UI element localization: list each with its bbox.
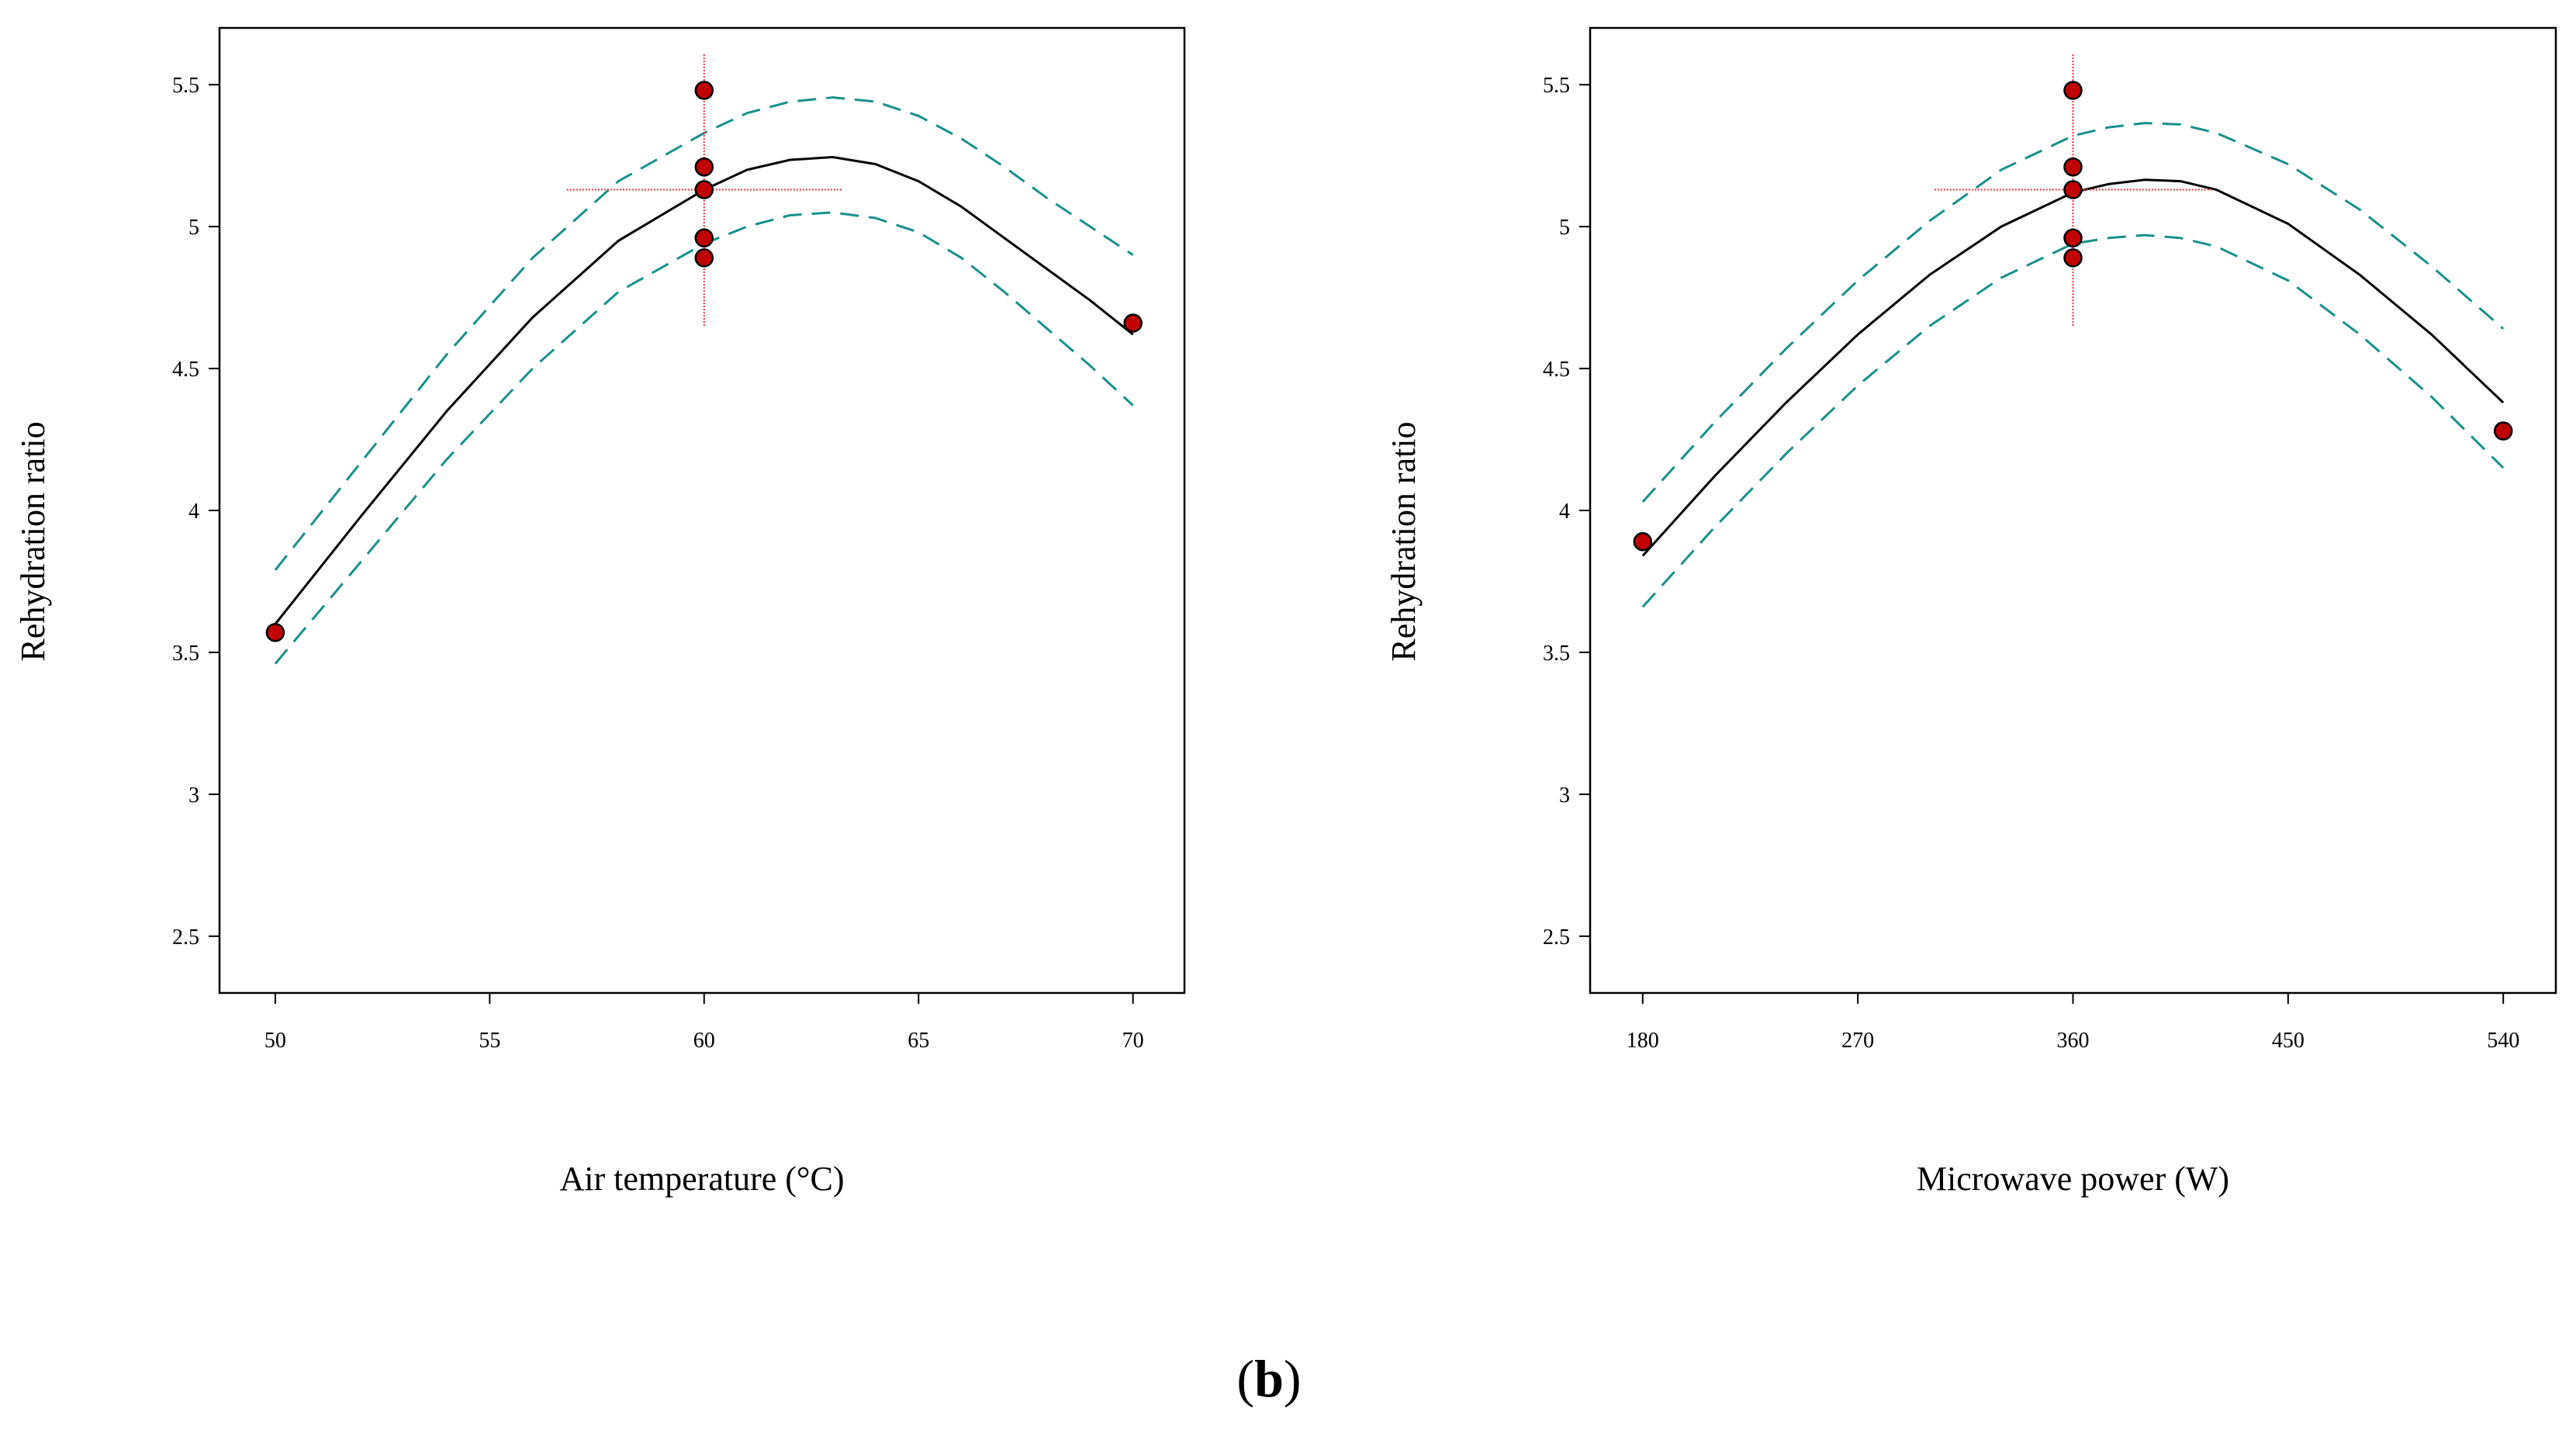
x-tick-label: 50 bbox=[265, 1029, 286, 1053]
y-tick-label: 4.5 bbox=[1543, 358, 1570, 382]
y-tick-label: 5.5 bbox=[1543, 74, 1570, 98]
figure-caption: (b) bbox=[1236, 1349, 1301, 1408]
data-point bbox=[2063, 81, 2083, 100]
x-tick-label: 65 bbox=[908, 1029, 929, 1053]
caption-open-paren: ( bbox=[1236, 1349, 1254, 1408]
x-tick-label: 540 bbox=[2487, 1029, 2519, 1053]
x-tick-label: 360 bbox=[2057, 1029, 2090, 1053]
x-tick-label: 60 bbox=[693, 1029, 715, 1053]
data-point bbox=[2063, 180, 2083, 199]
y-tick-label: 5.5 bbox=[172, 74, 199, 98]
data-point bbox=[2063, 228, 2083, 248]
series-line-upper-95-ci bbox=[1641, 122, 2505, 503]
data-point bbox=[265, 623, 285, 642]
y-tick-label: 4.5 bbox=[172, 358, 199, 382]
data-point bbox=[694, 81, 714, 100]
y-tick-label: 3 bbox=[188, 784, 199, 808]
x-tick-label: 180 bbox=[1627, 1029, 1659, 1053]
x-tick-label: 55 bbox=[479, 1029, 500, 1053]
y-tick-label: 5 bbox=[188, 216, 199, 240]
data-point bbox=[1123, 313, 1143, 333]
y-axis-title: Rehydration ratio bbox=[1385, 421, 1423, 661]
caption-close-paren: ) bbox=[1284, 1349, 1302, 1408]
data-point bbox=[2063, 157, 2083, 177]
series-line-lower-95-ci bbox=[1641, 234, 2505, 608]
y-tick-label: 2.5 bbox=[1543, 925, 1570, 950]
caption-letter: b bbox=[1254, 1349, 1284, 1408]
y-tick-label: 3.5 bbox=[1543, 642, 1570, 666]
y-tick-label: 2.5 bbox=[172, 925, 199, 950]
data-point bbox=[694, 157, 714, 177]
x-axis-title: Air temperature (°C) bbox=[560, 1160, 845, 1198]
y-tick-label: 5 bbox=[1559, 216, 1570, 240]
y-tick-label: 3.5 bbox=[172, 642, 199, 666]
y-axis-title: Rehydration ratio bbox=[14, 421, 52, 661]
y-tick-label: 4 bbox=[188, 500, 199, 524]
data-point bbox=[694, 180, 714, 199]
series-line-predicted bbox=[274, 155, 1134, 625]
data-point bbox=[2493, 421, 2513, 441]
chart-panel-microwave-power: 2.5 3 3.5 4 4.5 5 5.5 180 270 360 450 540 Microwave … bbox=[1385, 26, 2557, 1198]
y-tick-label: 4 bbox=[1559, 500, 1570, 524]
series-line-predicted bbox=[1641, 178, 2505, 557]
y-tick-label: 3 bbox=[1559, 784, 1570, 808]
chart-panel-air-temperature: 2.5 3 3.5 4 4.5 5 5.5 50 55 60 65 70 Air temperature… bbox=[14, 26, 1186, 1198]
data-point bbox=[694, 248, 714, 268]
data-point bbox=[1633, 531, 1653, 552]
series-line-lower-95-ci bbox=[274, 211, 1134, 665]
x-tick-label: 270 bbox=[1841, 1029, 1874, 1053]
x-tick-label: 450 bbox=[2272, 1029, 2305, 1053]
series-line-upper-95-ci bbox=[274, 96, 1134, 571]
data-point bbox=[2063, 248, 2083, 268]
data-point bbox=[694, 228, 714, 248]
x-axis-title: Microwave power (W) bbox=[1917, 1160, 2229, 1198]
x-tick-label: 70 bbox=[1122, 1029, 1144, 1053]
